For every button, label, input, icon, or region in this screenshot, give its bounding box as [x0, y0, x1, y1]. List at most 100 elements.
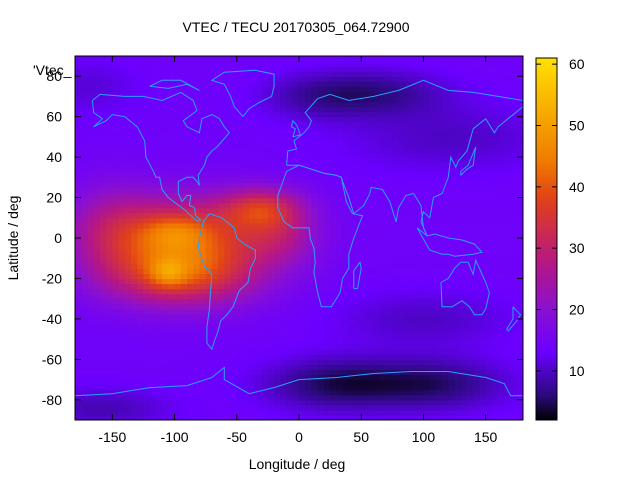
- heatmap-cell: [299, 86, 306, 92]
- heatmap-cell: [267, 258, 275, 264]
- heatmap-cell: [168, 136, 176, 143]
- heatmap-cell: [510, 329, 518, 335]
- heatmap-cell: [454, 283, 462, 290]
- heatmap-cell: [423, 339, 431, 345]
- heatmap-cell: [516, 389, 523, 396]
- heatmap-cell: [168, 121, 176, 128]
- heatmap-cell: [404, 131, 412, 138]
- heatmap-cell: [504, 243, 512, 249]
- heatmap-cell: [199, 167, 207, 173]
- heatmap-cell: [218, 384, 225, 391]
- heatmap-cell: [373, 76, 381, 82]
- heatmap-cell: [423, 394, 431, 401]
- heatmap-cell: [261, 106, 269, 113]
- heatmap-cell: [155, 334, 163, 340]
- heatmap-cell: [149, 248, 157, 254]
- heatmap-cell: [323, 268, 331, 274]
- heatmap-cell: [106, 121, 113, 128]
- heatmap-cell: [187, 253, 194, 259]
- heatmap-cell: [255, 303, 263, 310]
- heatmap-cell: [93, 126, 101, 133]
- heatmap-cell: [106, 258, 113, 264]
- heatmap-cell: [205, 369, 213, 376]
- heatmap-cell: [423, 384, 431, 391]
- heatmap-cell: [143, 369, 151, 376]
- heatmap-cell: [199, 111, 207, 118]
- heatmap-cell: [442, 101, 449, 108]
- heatmap-cell: [323, 313, 331, 320]
- heatmap-cell: [342, 298, 350, 305]
- heatmap-cell: [75, 258, 82, 264]
- heatmap-cell: [423, 192, 431, 199]
- heatmap-cell: [99, 364, 107, 371]
- heatmap-cell: [454, 349, 462, 355]
- heatmap-cell: [379, 136, 387, 143]
- heatmap-cell: [423, 248, 431, 254]
- heatmap-cell: [411, 141, 418, 148]
- heatmap-cell: [398, 121, 406, 128]
- heatmap-cell: [292, 303, 300, 310]
- heatmap-cell: [429, 414, 437, 420]
- heatmap-cell: [305, 232, 313, 239]
- heatmap-cell: [305, 293, 313, 300]
- heatmap-cell: [180, 323, 188, 330]
- heatmap-cell: [93, 131, 101, 138]
- heatmap-cell: [423, 177, 431, 183]
- heatmap-cell: [373, 369, 381, 376]
- heatmap-cell: [454, 414, 462, 420]
- heatmap-cell: [149, 288, 157, 295]
- heatmap-cell: [305, 369, 313, 376]
- heatmap-cell: [168, 167, 176, 173]
- heatmap-cell: [392, 152, 400, 158]
- heatmap-cell: [367, 232, 375, 239]
- heatmap-cell: [261, 232, 269, 239]
- heatmap-cell: [249, 384, 257, 391]
- heatmap-cell: [261, 147, 269, 153]
- heatmap-cell: [417, 167, 425, 173]
- heatmap-cell: [373, 86, 381, 92]
- heatmap-cell: [87, 248, 95, 254]
- heatmap-cell: [124, 66, 132, 72]
- heatmap-cell: [162, 106, 169, 113]
- heatmap-cell: [205, 217, 213, 224]
- heatmap-cell: [448, 126, 456, 133]
- heatmap-cell: [249, 212, 257, 219]
- heatmap-cell: [274, 187, 281, 194]
- heatmap-cell: [280, 172, 288, 178]
- heatmap-cell: [93, 227, 101, 234]
- heatmap-cell: [479, 76, 487, 82]
- heatmap-cell: [230, 369, 238, 376]
- heatmap-cell: [131, 222, 138, 229]
- heatmap-cell: [162, 349, 169, 355]
- heatmap-cell: [516, 263, 523, 269]
- heatmap-cell: [274, 222, 281, 229]
- heatmap-cell: [330, 192, 337, 199]
- heatmap-cell: [442, 323, 449, 330]
- heatmap-cell: [137, 349, 145, 355]
- heatmap-cell: [448, 404, 456, 411]
- heatmap-cell: [442, 404, 449, 411]
- heatmap-cell: [516, 404, 523, 411]
- heatmap-cell: [187, 414, 194, 420]
- heatmap-cell: [510, 167, 518, 173]
- heatmap-cell: [429, 293, 437, 300]
- heatmap-cell: [106, 283, 113, 290]
- heatmap-cell: [292, 384, 300, 391]
- heatmap-cell: [448, 172, 456, 178]
- heatmap-cell: [317, 288, 325, 295]
- heatmap-cell: [236, 283, 244, 290]
- heatmap-cell: [299, 136, 306, 143]
- heatmap-cell: [423, 303, 431, 310]
- heatmap-cell: [516, 359, 523, 365]
- heatmap-cell: [131, 91, 138, 98]
- heatmap-cell: [118, 359, 126, 365]
- heatmap-cell: [193, 126, 201, 133]
- heatmap-cell: [137, 182, 145, 189]
- heatmap-cell: [261, 283, 269, 290]
- heatmap-cell: [106, 384, 113, 391]
- heatmap-cell: [81, 147, 89, 153]
- heatmap-cell: [205, 278, 213, 285]
- heatmap-cell: [498, 293, 505, 300]
- heatmap-cell: [131, 227, 138, 234]
- heatmap-cell: [249, 339, 257, 345]
